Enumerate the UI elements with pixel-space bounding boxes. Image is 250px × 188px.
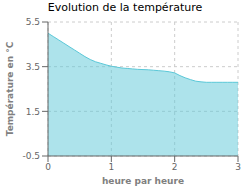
svg-text:3.5: 3.5 bbox=[26, 62, 40, 72]
svg-text:5.5: 5.5 bbox=[26, 17, 40, 27]
svg-text:2: 2 bbox=[172, 162, 178, 172]
svg-text:1.5: 1.5 bbox=[26, 107, 40, 117]
svg-text:heure par heure: heure par heure bbox=[102, 176, 184, 186]
html-text:Evolution de la température: Evolution de la température bbox=[47, 1, 203, 14]
svg-text:-0.5: -0.5 bbox=[22, 151, 40, 161]
svg-text:3: 3 bbox=[235, 162, 241, 172]
svg-text:1: 1 bbox=[108, 162, 114, 172]
svg-text:0: 0 bbox=[45, 162, 51, 172]
svg-text:Température en °C: Température en °C bbox=[8, 41, 15, 136]
